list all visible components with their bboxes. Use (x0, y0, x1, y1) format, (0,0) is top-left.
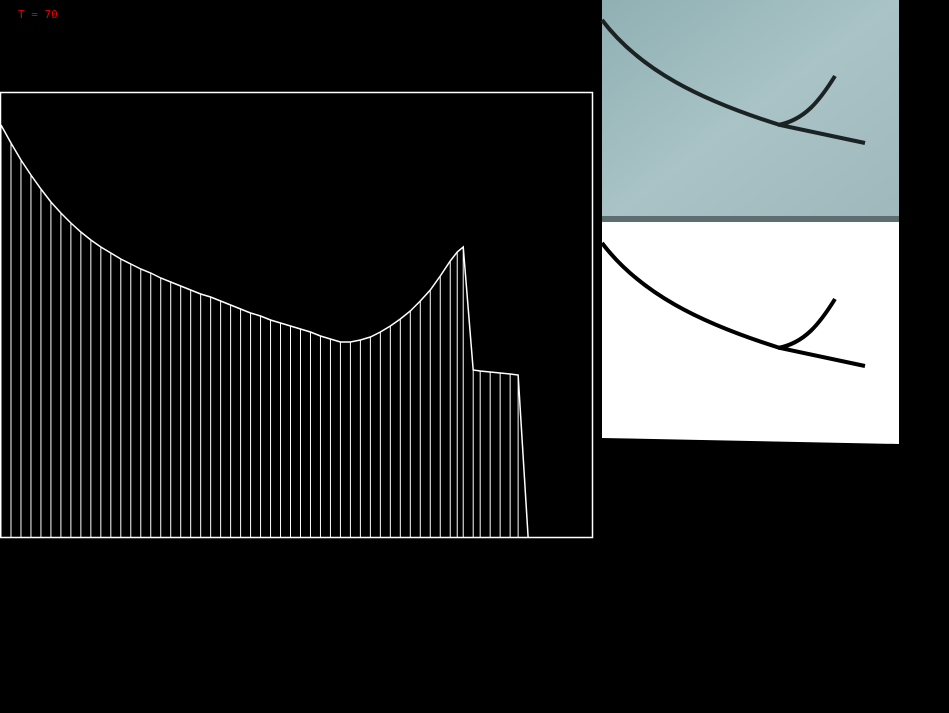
threshold-frame (602, 222, 899, 445)
threshold-image (600, 222, 899, 446)
threshold-edge (602, 438, 899, 446)
camera-image (600, 0, 899, 222)
camera-frame (602, 0, 899, 222)
fiber-branch (777, 74, 837, 127)
fiber-branch (777, 297, 837, 350)
fiber (600, 18, 866, 145)
camera-edge (602, 216, 899, 222)
fiber (600, 241, 866, 368)
profile-line (0, 124, 529, 538)
status-label: T = 70 (18, 8, 58, 21)
